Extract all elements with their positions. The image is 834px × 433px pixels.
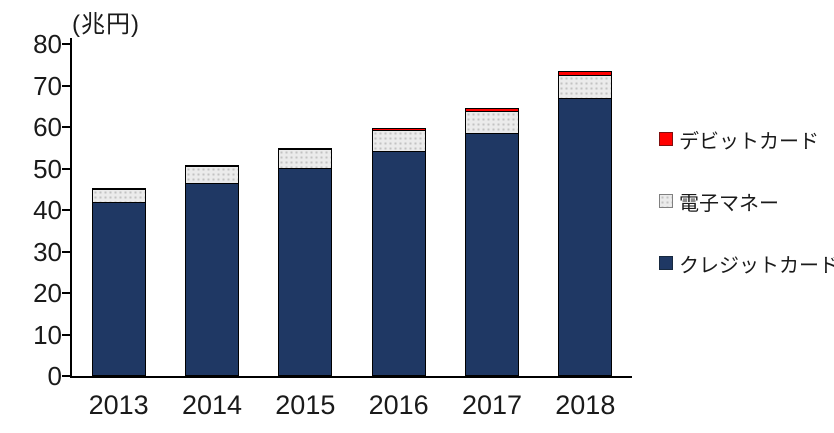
bar-segment-debit-card-2014 (184, 165, 239, 168)
bar-slot-2016 (352, 44, 445, 376)
bar-segment-credit-card-2013 (91, 202, 146, 376)
x-axis-label-2014: 2014 (181, 390, 243, 420)
y-tick-label: 40 (33, 195, 62, 225)
legend-swatch-electronic-money (659, 194, 673, 208)
bar-segment-electronic-money-2016 (371, 131, 426, 153)
bar-2016 (371, 127, 426, 376)
legend-item-electronic-money: 電子マネー (659, 189, 834, 215)
bar-segment-credit-card-2016 (371, 152, 426, 376)
bar-segment-debit-card-2017 (464, 107, 519, 113)
x-axis-line (70, 376, 632, 378)
y-tick-mark (62, 167, 70, 170)
plot-area: 0 10 20 30 40 50 60 70 80 (33, 31, 632, 389)
x-axis-label-2013: 2013 (88, 390, 149, 420)
bar-segment-debit-card-2018 (558, 70, 613, 77)
bar-segment-electronic-money-2017 (464, 112, 519, 134)
x-axis-labels: 2013 2014 2015 2016 2017 2018 (72, 390, 632, 421)
x-axis-label-2017: 2017 (461, 390, 523, 420)
y-tick-mark (62, 333, 70, 336)
legend-item-credit-card: クレジットカード (659, 251, 834, 277)
legend-label-debit-card: デビットカード (679, 130, 819, 153)
bar-slot-2015 (259, 44, 352, 376)
bar-segment-credit-card-2017 (464, 133, 519, 376)
bar-segment-electronic-money-2018 (558, 76, 613, 100)
legend-label-electronic-money: 電子マネー (679, 192, 779, 215)
chart-legend: デビットカード 電子マネークレジットカード (659, 127, 834, 313)
y-tick-label: 60 (33, 112, 62, 142)
bar-slot-2018 (539, 44, 632, 376)
bar-segment-credit-card-2014 (184, 183, 239, 376)
y-tick-label: 50 (33, 153, 62, 184)
y-tick-label: 30 (33, 236, 62, 267)
bar-2013 (91, 187, 146, 376)
legend-label-credit-card: クレジットカード (679, 254, 834, 277)
y-tick-label: 10 (33, 319, 62, 350)
bar-segment-electronic-money-2013 (91, 189, 146, 203)
bar-segment-credit-card-2018 (558, 99, 613, 376)
legend-swatch-credit-card (659, 256, 673, 270)
legend-swatch-debit-card (659, 132, 673, 146)
legend-item-debit-card: デビットカード (659, 127, 834, 153)
bar-segment-electronic-money-2014 (184, 167, 239, 184)
x-axis-label-2015: 2015 (275, 390, 336, 420)
bar-slot-2013 (72, 44, 165, 376)
bar-segment-debit-card-2016 (371, 127, 426, 132)
y-tick-mark (62, 292, 70, 294)
bar-segment-debit-card-2015 (278, 148, 333, 151)
bar-slot-2014 (165, 44, 258, 376)
y-tick-mark (62, 126, 70, 128)
y-axis-line (70, 38, 72, 376)
x-axis-label-2018: 2018 (555, 390, 616, 420)
y-tick-mark (62, 84, 70, 87)
bar-slot-2017 (445, 44, 538, 376)
bar-2017 (464, 107, 519, 376)
y-tick-mark (62, 250, 70, 253)
y-axis-unit-label: (兆円) (72, 11, 140, 38)
bars-group (72, 44, 632, 376)
bar-2015 (278, 148, 333, 376)
bar-segment-electronic-money-2015 (278, 150, 333, 170)
y-tick-label: 0 (47, 361, 62, 391)
y-tick-label: 80 (33, 29, 62, 59)
y-tick-label: 70 (33, 70, 62, 101)
bar-segment-credit-card-2015 (278, 169, 333, 376)
bar-segment-debit-card-2013 (91, 187, 146, 190)
bar-2014 (184, 165, 239, 376)
y-tick-label: 20 (33, 278, 62, 308)
x-axis-label-2016: 2016 (368, 390, 429, 420)
y-tick-mark (62, 209, 70, 211)
y-tick-mark (62, 43, 70, 45)
bar-2018 (558, 70, 613, 376)
y-tick-mark (62, 375, 70, 377)
